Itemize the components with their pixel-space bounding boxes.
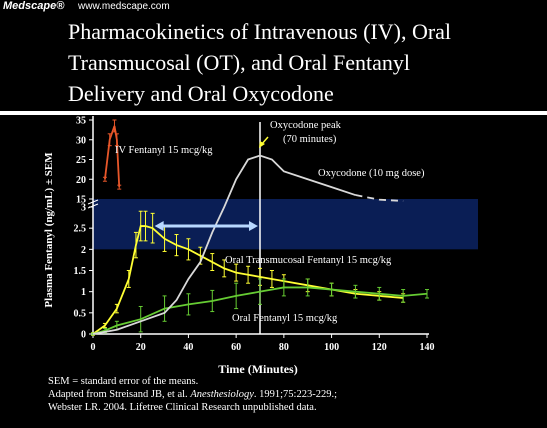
title-line-1: Pharmacokinetics of Intravenous (IV), Or… — [68, 19, 452, 44]
y-axis-label: Plasma Fentanyl (ng/mL) ± SEM — [43, 152, 55, 308]
brand-logo: Medscape® — [3, 0, 65, 12]
annotation-4: Oral Transmucosal Fentanyl 15 mcg/kg — [225, 255, 392, 266]
x-axis-label: Time (Minutes) — [218, 362, 297, 376]
x-tick-label: 0 — [91, 342, 96, 353]
title-line-3: Delivery and Oral Oxycodone — [68, 81, 334, 106]
footer-line-1: SEM = standard error of the means. — [48, 376, 199, 387]
time-span-arrowhead-right — [249, 221, 258, 232]
y-tick-label: 1 — [81, 287, 86, 298]
series-1-line — [92, 225, 404, 335]
time-span-arrowhead-left — [154, 221, 164, 232]
x-tick-label: 80 — [279, 342, 289, 353]
series-2-line — [92, 286, 428, 335]
y-tick-label: 30 — [76, 135, 86, 146]
series-3-line — [92, 154, 356, 335]
site-url[interactable]: www.medscape.com — [78, 1, 170, 12]
footer-notes: SEM = standard error of the means. Adapt… — [48, 375, 528, 414]
x-tick-label: 20 — [136, 342, 146, 353]
peak-pointer-arrowhead — [259, 141, 265, 148]
footer-line-2: Adapted from Streisand JB, et al. Anesth… — [48, 388, 528, 401]
y-tick-label: 0.5 — [74, 308, 87, 319]
y-tick-label: 15 — [76, 195, 86, 206]
highlight-band — [93, 199, 478, 250]
title-line-2: Transmucosal (OT), and Oral Fentanyl — [68, 50, 410, 75]
annotation-1: Oxycodone peak — [270, 120, 342, 131]
axis-break-mark — [87, 199, 99, 205]
top-bar: Medscape® www.medscape.com — [0, 0, 547, 14]
y-tick-label: 20 — [76, 175, 86, 186]
y-tick-label: 2.5 — [74, 224, 87, 235]
y-tick-label: 35 — [76, 116, 86, 127]
y-tick-label: 25 — [76, 155, 86, 166]
y-tick-label: 3 — [81, 203, 86, 214]
slide-title: Pharmacokinetics of Intravenous (IV), Or… — [68, 16, 538, 109]
series-3-line-dashed — [355, 194, 404, 202]
x-tick-label: 60 — [231, 342, 241, 353]
x-tick-label: 120 — [372, 342, 387, 353]
x-tick-label: 40 — [183, 342, 193, 353]
footer-line-2-prefix: Adapted from Streisand JB, et al. — [48, 389, 191, 400]
y-tick-label: 0 — [81, 330, 86, 341]
annotation-3: Oxycodone (10 mg dose) — [318, 168, 425, 179]
title-separator — [0, 111, 547, 115]
x-tick-label: 100 — [324, 342, 339, 353]
annotation-5: Oral Fentanyl 15 mcg/kg — [232, 313, 338, 324]
footer-line-3: Webster LR. 2004. Lifetree Clinical Rese… — [48, 402, 317, 413]
y-tick-label: 2 — [81, 245, 86, 256]
y-tick-label: 1.5 — [74, 266, 87, 277]
annotation-2: (70 minutes) — [283, 134, 337, 145]
annotation-0: IV Fentanyl 15 mcg/kg — [115, 145, 213, 156]
footer-line-2-suffix: . 1991;75:223-229.; — [253, 389, 338, 400]
footer-line-2-journal: Anesthesiology — [190, 389, 254, 400]
x-tick-label: 140 — [420, 342, 435, 353]
